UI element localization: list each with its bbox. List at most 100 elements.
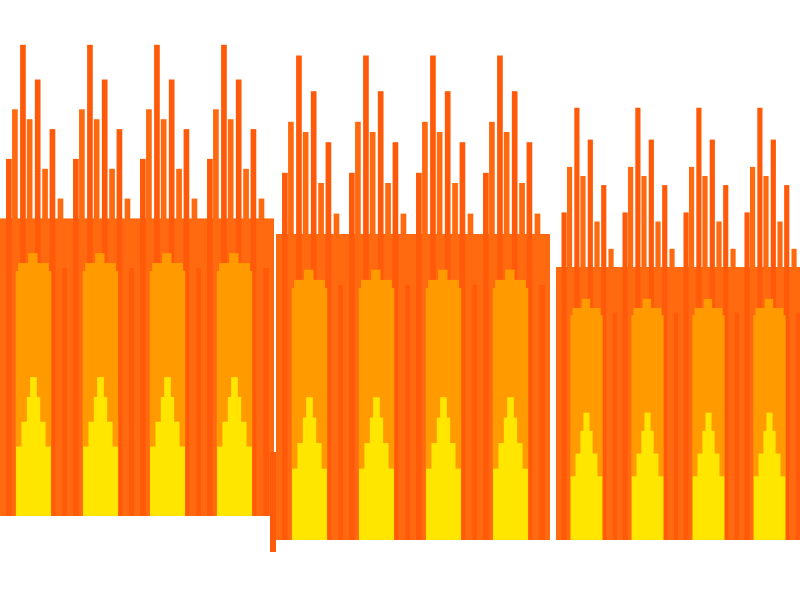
flame-spike: [422, 121, 428, 541]
flame-core-tip: [644, 412, 651, 540]
flame-spike: [749, 166, 756, 540]
flame-spike: [263, 268, 270, 516]
flame-spike: [669, 248, 675, 540]
flame-spike: [622, 212, 628, 540]
flame: [134, 44, 203, 516]
middle-fire-svg: [270, 55, 550, 552]
flame-spike: [333, 213, 340, 540]
flame-spike: [12, 109, 18, 516]
flame: [617, 107, 679, 540]
flame: [739, 107, 800, 540]
flame-spike: [683, 212, 689, 540]
flame: [0, 44, 69, 516]
flame: [556, 107, 618, 540]
flame-spike: [539, 285, 546, 540]
flame: [410, 55, 479, 541]
flame-spike: [116, 129, 123, 516]
flame-spike: [276, 259, 282, 540]
flame-spike: [405, 285, 412, 540]
flame-spike: [627, 166, 634, 540]
flame-spike: [325, 142, 332, 540]
flame: [678, 107, 740, 540]
left-fire-svg: [0, 44, 274, 516]
flame-spike: [662, 185, 668, 540]
flame: [276, 55, 345, 541]
flame-spike: [134, 243, 140, 516]
flame: [201, 44, 270, 516]
flame-spike: [416, 172, 422, 541]
flame-spike: [400, 213, 407, 540]
middle-fire-panel: [270, 0, 562, 552]
flame-spike: [6, 158, 12, 516]
flame-spike: [608, 248, 614, 540]
flame-spike: [459, 142, 466, 540]
flame-spike: [795, 312, 800, 540]
flame-core-tip: [306, 397, 313, 540]
flame-spike: [250, 129, 257, 516]
flame-spike: [392, 142, 399, 540]
flame-spike: [410, 259, 416, 540]
flame-spike: [140, 158, 146, 516]
flame-spike: [612, 312, 618, 540]
flame-spike: [49, 129, 56, 516]
flame-spike: [338, 285, 345, 540]
flame-core-tip: [231, 377, 238, 516]
flame-spike: [477, 259, 483, 540]
flame-spike: [196, 268, 203, 516]
flame-spike: [124, 198, 131, 516]
flame-spike: [526, 142, 533, 540]
flame-spike: [67, 243, 73, 516]
flame-spike: [730, 248, 736, 540]
flame-spike: [343, 259, 349, 540]
flame-spike: [57, 198, 64, 516]
flame-spike: [201, 243, 207, 516]
flame-spike: [349, 172, 355, 541]
flame-spike: [561, 212, 567, 540]
edge-flicker: [270, 452, 276, 552]
flame-spike: [534, 213, 541, 540]
flame-core-tip: [507, 397, 514, 540]
flame-spike: [191, 198, 198, 516]
flame-spike: [673, 312, 679, 540]
flame-spike: [744, 212, 750, 540]
flame-core-tip: [30, 377, 37, 516]
flame-spike: [688, 166, 695, 540]
flame-spike: [183, 129, 190, 516]
flame-spike: [784, 185, 790, 540]
flame-spike: [791, 248, 797, 540]
flame-spike: [483, 172, 489, 541]
flame-core-tip: [766, 412, 773, 540]
flame-core-tip: [440, 397, 447, 540]
flame-spike: [79, 109, 85, 516]
flame-core-tip: [164, 377, 171, 516]
right-fire-svg: [556, 107, 800, 540]
flame: [343, 55, 412, 541]
flame-spike: [288, 121, 294, 541]
flame-spike: [678, 289, 684, 540]
flame-spike: [258, 198, 265, 516]
flame-core-tip: [97, 377, 104, 516]
flame-spike: [489, 121, 495, 541]
flame-spike: [62, 268, 69, 516]
flame: [477, 55, 546, 541]
flame-spike: [601, 185, 607, 540]
flame-spike: [739, 289, 745, 540]
flame-spike: [556, 289, 562, 540]
flame-spike: [355, 121, 361, 541]
flame-spike: [734, 312, 740, 540]
flame-spike: [207, 158, 213, 516]
left-fire-panel: [0, 0, 278, 516]
flame-spike: [129, 268, 136, 516]
flame: [67, 44, 136, 516]
flame-spike: [467, 213, 474, 540]
flame-core-tip: [583, 412, 590, 540]
flame-spike: [146, 109, 152, 516]
flame-spike: [472, 285, 479, 540]
flame-spike: [566, 166, 573, 540]
flame-spike: [723, 185, 729, 540]
right-fire-panel: [556, 0, 800, 540]
flame-spike: [617, 289, 623, 540]
flame-spike: [282, 172, 288, 541]
flame-spike: [0, 243, 6, 516]
